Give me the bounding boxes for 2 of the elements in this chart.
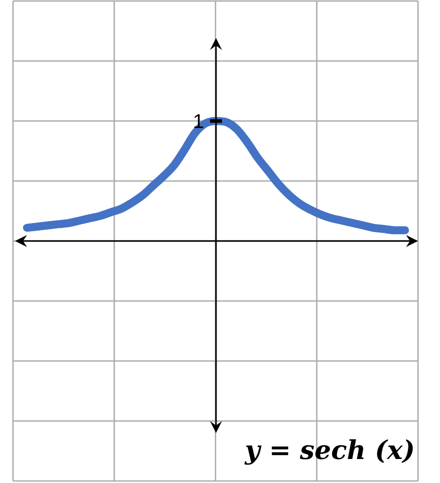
- annotation: 1: [192, 111, 204, 133]
- text: y = sech (x): [244, 436, 415, 466]
